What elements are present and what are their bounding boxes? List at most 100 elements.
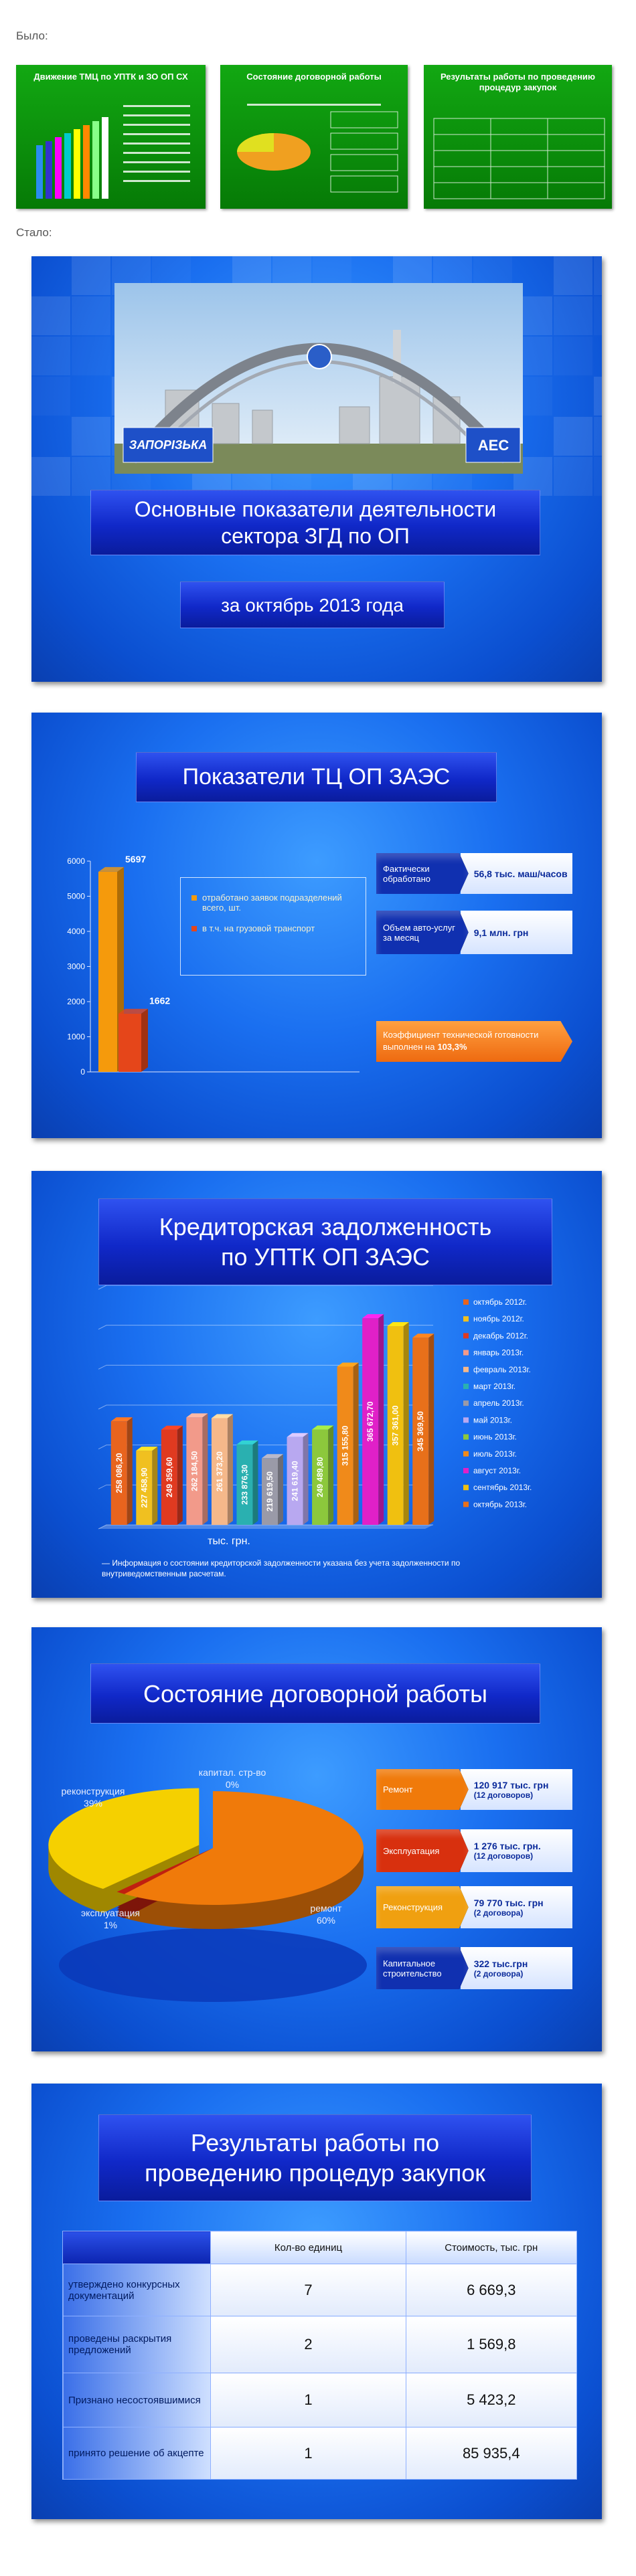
bar-top [387, 1322, 409, 1327]
info-value-cell: 9,1 млн. грн [460, 911, 572, 954]
bar-top [337, 1362, 359, 1367]
legend-text: март 2013г. [473, 1382, 515, 1391]
bar-side [252, 1440, 258, 1525]
thumb-cell [433, 134, 491, 151]
data-label: 233 876,30 [240, 1465, 249, 1505]
data-label: 261 373,20 [215, 1451, 224, 1491]
bar-top [186, 1413, 208, 1418]
bg-square [594, 296, 602, 335]
bar [98, 871, 117, 1072]
info-box: Объем авто-услуг за месяц 9,1 млн. грн [376, 911, 572, 954]
legend-swatch [191, 926, 197, 931]
legend-text: октябрь 2013г. [473, 1499, 527, 1509]
bg-square [594, 377, 602, 416]
bg-square [31, 457, 70, 496]
y-tick-label: 6000 [67, 856, 85, 866]
bar-top [110, 1417, 133, 1422]
bg-square [554, 457, 592, 496]
plot-backdrop-line [98, 1404, 433, 1410]
data-label: 262 184,50 [189, 1451, 199, 1491]
data-label: 345 369,50 [416, 1411, 425, 1451]
slide-title: Кредиторская задолженность по УПТК ОП ЗА… [98, 1198, 552, 1285]
row-label: Признано несостоявшимися [62, 2373, 212, 2427]
legend-swatch [463, 1316, 469, 1322]
building [212, 403, 240, 444]
data-label: 357 361,00 [391, 1405, 400, 1445]
row-label: проведены раскрытия предложений [62, 2316, 212, 2373]
row-label: принято решение об акцепте [62, 2427, 212, 2480]
bar [287, 1437, 303, 1525]
legend-text: в т.ч. на грузовой транспорт [202, 923, 315, 933]
slide-canvas: 258 086,20 октябрь 2012г. 227 458,90 ноябрь… [98, 1285, 532, 1547]
sign-right-text: АЕС [478, 437, 509, 454]
bg-square [554, 296, 592, 335]
thumb-text-line [123, 180, 190, 182]
slide-title: Показатели ТЦ ОП ЗАЭС [136, 752, 497, 802]
thumb-art [36, 105, 190, 199]
bar-top [262, 1454, 283, 1459]
data-label: 249 489,80 [315, 1457, 325, 1497]
thumb-cell [490, 182, 548, 199]
pie-value-label: 0% [226, 1779, 239, 1790]
thumb-text-line [123, 161, 190, 163]
bg-square [594, 457, 602, 496]
bar [387, 1326, 404, 1525]
legend-swatch [463, 1366, 469, 1372]
building [252, 409, 273, 444]
y-tick-label: 0 [80, 1067, 85, 1077]
bar-top [412, 1333, 434, 1338]
bg-square [72, 296, 110, 335]
legend-swatch [463, 1350, 469, 1356]
arch-emblem [307, 344, 332, 369]
bg-square [594, 417, 602, 456]
info-value-cell: 56,8 тыс. маш/часов [460, 853, 572, 894]
thumb-cell [490, 166, 548, 183]
plot-backdrop-line [98, 1364, 433, 1370]
before-slide-thumb: Движение ТМЦ по УПТК и ЗО ОП СХ [16, 65, 206, 209]
table-header-cell: Кол-во единиц [210, 2231, 406, 2264]
info-label: Объем авто-услуг за месяц [376, 911, 469, 954]
bar [262, 1458, 278, 1525]
thumb-bar [83, 125, 90, 199]
legend-item: в т.ч. на грузовой транспорт [191, 923, 355, 933]
table-cell: 5 423,2 [405, 2373, 578, 2427]
y-tick-label: 3000 [67, 962, 85, 972]
bar-side [141, 1008, 148, 1072]
info-value-cell: 1 276 тыс. грн. (12 договоров) [460, 1829, 572, 1872]
chimney [393, 330, 401, 383]
before-label: Было: [16, 29, 48, 42]
legend-text: октябрь 2012г. [473, 1297, 527, 1307]
note-value: 103,3% [437, 1041, 467, 1052]
thumb-bar [36, 145, 43, 199]
bar-top [312, 1425, 334, 1430]
info-value: 56,8 тыс. маш/часов [473, 868, 568, 879]
thumb-cell [547, 150, 605, 167]
slide: ЗАПОРІЗЬКА АЕС Основные показатели деятель… [31, 256, 602, 682]
pie-slice [124, 1791, 364, 1905]
bg-square [72, 256, 110, 295]
thumb-bar [102, 117, 108, 199]
legend-swatch [463, 1434, 469, 1440]
legend-swatch [463, 1501, 469, 1507]
thumb-title: Движение ТМЦ по УПТК и ЗО ОП СХ [33, 72, 188, 82]
plot-backdrop-line [98, 1285, 433, 1290]
pie-value-label: 60% [317, 1915, 335, 1926]
data-label: 249 359,60 [165, 1457, 174, 1497]
building [339, 406, 370, 444]
thumb-pie-slice [237, 133, 274, 152]
slide-title: Состояние договорной работы [90, 1663, 540, 1724]
table-cell: 1 [210, 2373, 406, 2427]
table-row: Признано несостоявшимися 1 5 423,2 [62, 2373, 578, 2427]
thumb-cell [547, 118, 605, 135]
table-header-row: Кол-во единиц Стоимость, тыс. грн [62, 2231, 578, 2264]
note-text: Коэффициент технической готовности выпол… [383, 1030, 539, 1052]
pie-value-label: 39% [84, 1798, 102, 1809]
legend-swatch [463, 1468, 469, 1473]
thumb-cell [490, 134, 548, 151]
bar-top [161, 1425, 183, 1430]
bg-square [72, 417, 110, 456]
row-label: утверждено конкурсных документаций [62, 2264, 212, 2316]
info-value: 9,1 млн. грн [473, 927, 529, 938]
